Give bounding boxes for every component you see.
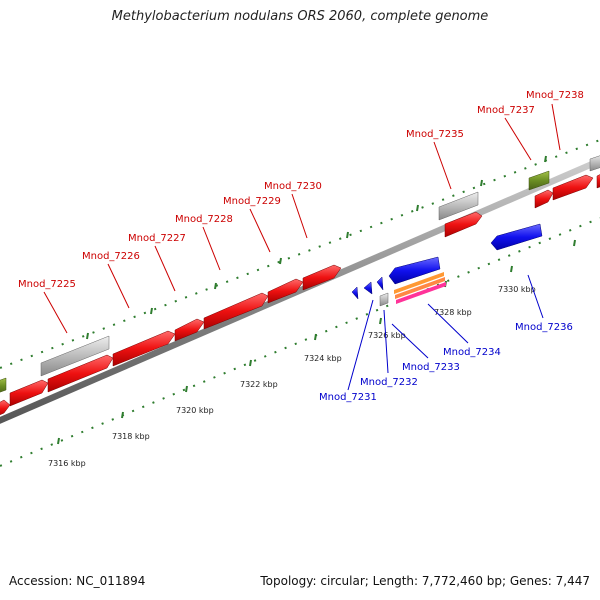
accession-text: Accession: NC_011894 bbox=[9, 574, 146, 588]
gene-label: Mnod_7229 bbox=[223, 196, 281, 207]
gray-gene-small bbox=[379, 292, 389, 307]
gene-arrow-mnod-7235 bbox=[444, 211, 483, 238]
gene-arrow-mnod-7227 bbox=[112, 330, 176, 367]
kbp-label: 7324 kbp bbox=[304, 354, 342, 363]
gene-arrow-partial-right bbox=[596, 174, 600, 189]
gene-label: Mnod_7233 bbox=[402, 362, 460, 373]
gene-label: Mnod_7225 bbox=[18, 279, 76, 290]
gene-arrow-mnod-7228 bbox=[174, 318, 205, 342]
gene-label: Mnod_7238 bbox=[526, 90, 584, 101]
kbp-label: 7328 kbp bbox=[434, 308, 472, 317]
kbp-label: 7322 kbp bbox=[240, 380, 278, 389]
gene-arrow-mnod-7232 bbox=[363, 281, 373, 295]
rna-genes bbox=[0, 170, 550, 393]
gene-arrow-mnod-7237 bbox=[534, 189, 554, 209]
gene-arrow-mnod-7230b bbox=[302, 264, 342, 291]
gene-arrow-mnod-7230a bbox=[267, 278, 304, 304]
kbp-ticks bbox=[57, 239, 576, 445]
kbp-labels: 7316 kbp 7318 kbp 7320 kbp 7322 kbp 7324… bbox=[48, 285, 536, 468]
genome-summary-text: Topology: circular; Length: 7,772,460 bp… bbox=[260, 574, 590, 588]
gray-gene-left bbox=[40, 335, 110, 377]
gene-arrow-mnod-7236 bbox=[490, 223, 543, 251]
gene-label: Mnod_7235 bbox=[406, 129, 464, 140]
gene-label: Mnod_7226 bbox=[82, 251, 140, 262]
rna-left bbox=[0, 377, 7, 393]
forward-major-ticks bbox=[86, 155, 547, 340]
kbp-label: 7330 kbp bbox=[498, 285, 536, 294]
reverse-genes bbox=[351, 223, 543, 300]
gene-label: Mnod_7236 bbox=[515, 322, 573, 333]
gene-arrow-mnod-7238 bbox=[552, 174, 594, 201]
gene-arrow-partial-left bbox=[0, 399, 11, 416]
gene-arrow-mnod-7225 bbox=[9, 379, 49, 407]
feature-stripes bbox=[394, 272, 446, 304]
gene-label: Mnod_7230 bbox=[264, 181, 322, 192]
gene-arrow-mnod-7231 bbox=[351, 286, 359, 300]
kbp-label: 7326 kbp bbox=[368, 331, 406, 340]
rna-mnod-7237 bbox=[528, 170, 550, 191]
forward-gene-labels: Mnod_7225 Mnod_7226 Mnod_7227 Mnod_7228 … bbox=[18, 90, 584, 290]
gene-label: Mnod_7232 bbox=[360, 377, 418, 388]
gene-arrow-mnod-7234 bbox=[388, 256, 441, 285]
other-genes bbox=[40, 155, 600, 377]
gene-label: Mnod_7231 bbox=[319, 392, 377, 403]
kbp-label: 7316 kbp bbox=[48, 459, 86, 468]
gene-arrow-mnod-7226 bbox=[47, 354, 114, 393]
kbp-label: 7318 kbp bbox=[112, 432, 150, 441]
forward-tick-track bbox=[0, 139, 600, 369]
kbp-label: 7320 kbp bbox=[176, 406, 214, 415]
gene-label: Mnod_7228 bbox=[175, 214, 233, 225]
gray-gene-mnod-7235 bbox=[438, 191, 479, 221]
forward-leader-lines bbox=[43, 103, 561, 334]
gray-gene-right bbox=[589, 155, 600, 172]
reverse-leader-lines bbox=[347, 274, 544, 391]
gene-arrow-mnod-7229 bbox=[203, 292, 269, 330]
gene-label: Mnod_7237 bbox=[477, 105, 535, 116]
gene-label: Mnod_7227 bbox=[128, 233, 186, 244]
reverse-gene-labels: Mnod_7231 Mnod_7232 Mnod_7233 Mnod_7234 … bbox=[319, 322, 573, 403]
forward-genes bbox=[0, 174, 600, 416]
gene-label: Mnod_7234 bbox=[443, 347, 501, 358]
map-title: Methylobacterium nodulans ORS 2060, comp… bbox=[111, 9, 489, 24]
gene-arrow-mnod-7233 bbox=[376, 276, 384, 291]
